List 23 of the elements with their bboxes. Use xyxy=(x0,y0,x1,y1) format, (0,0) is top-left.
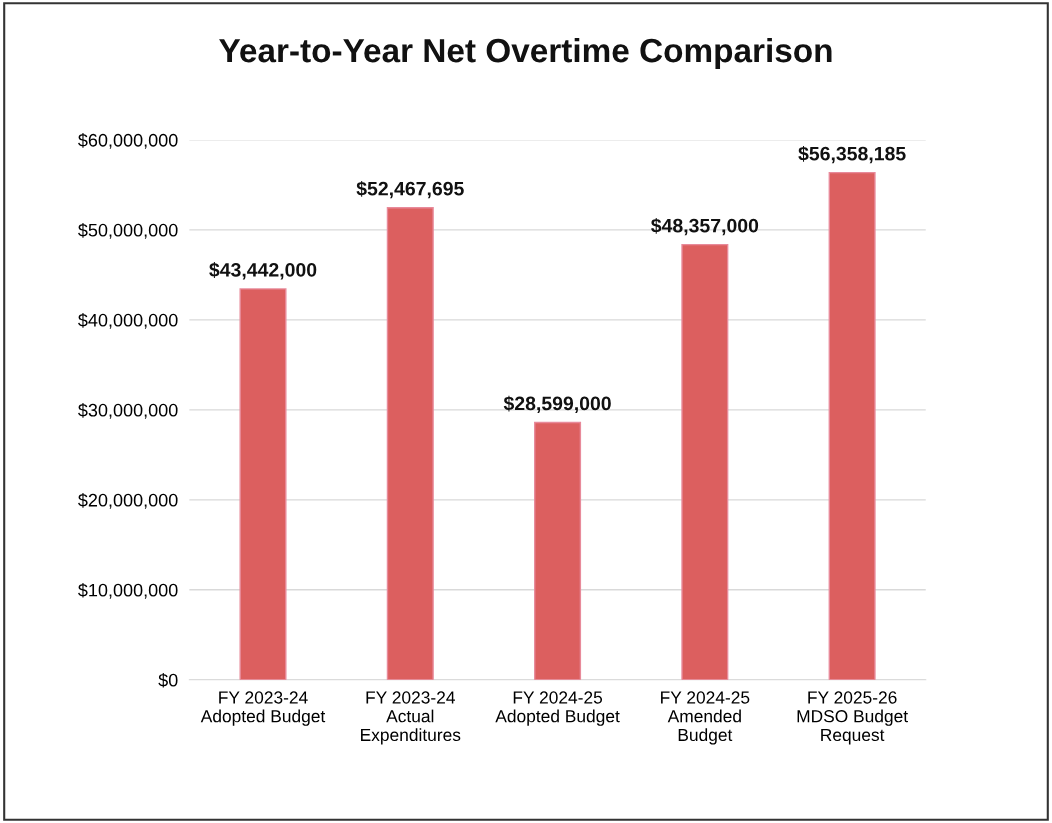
y-tick-label: $60,000,000 xyxy=(78,133,178,149)
y-tick-label: $40,000,000 xyxy=(78,313,178,329)
y-tick-label: $0 xyxy=(158,672,178,688)
y-tick-label: $10,000,000 xyxy=(78,582,178,599)
bar xyxy=(828,171,876,680)
x-tick-label: FY 2023-24 Adopted Budget xyxy=(200,691,326,726)
data-label: $52,467,695 xyxy=(356,180,464,199)
data-label: $56,358,185 xyxy=(798,145,906,164)
x-tick-label: FY 2024-25 Adopted Budget xyxy=(495,691,620,726)
data-label: $43,442,000 xyxy=(209,262,317,280)
bar xyxy=(386,206,434,680)
y-tick-label: $20,000,000 xyxy=(78,493,178,509)
x-tick-label: FY 2023-24 Actual Expenditures xyxy=(361,691,461,745)
x-tick-label: FY 2025-26 MDSO Budget Request xyxy=(797,691,908,745)
data-label: $48,357,000 xyxy=(651,217,759,236)
bar xyxy=(681,243,729,680)
data-label: $28,599,000 xyxy=(503,395,611,414)
bar xyxy=(534,421,582,680)
y-tick-label: $50,000,000 xyxy=(78,223,178,239)
chart-title: Year-to-Year Net Overtime Comparison xyxy=(219,37,832,70)
bar xyxy=(239,288,287,680)
y-tick-label: $30,000,000 xyxy=(78,403,178,419)
x-tick-label: FY 2024-25 Amended Budget xyxy=(661,691,750,745)
